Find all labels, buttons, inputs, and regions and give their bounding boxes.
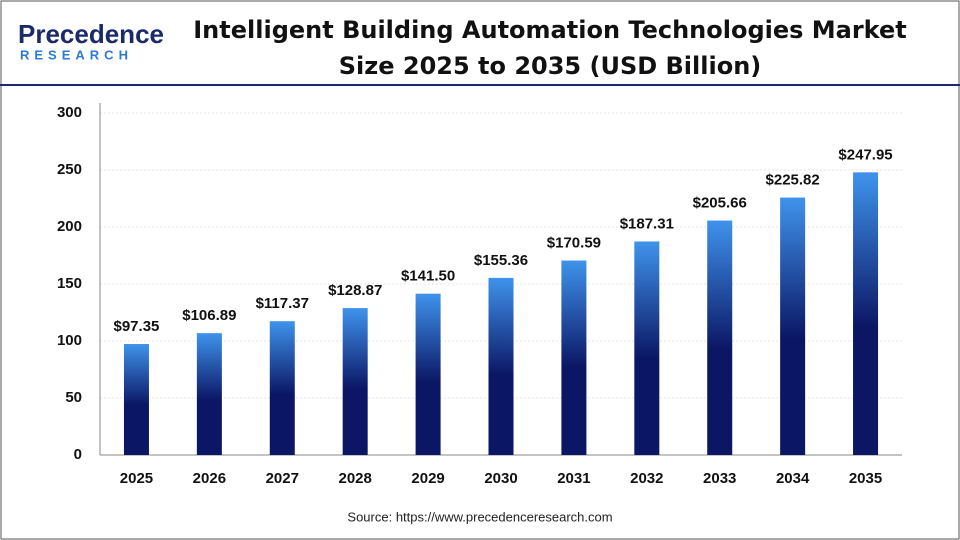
bar (488, 277, 514, 455)
source: Source: https://www.precedenceresearch.c… (347, 509, 612, 524)
bar (634, 241, 660, 455)
y-tick-label: 0 (74, 446, 82, 463)
x-tick-label: 2034 (776, 470, 810, 487)
value-label: $117.37 (256, 295, 309, 312)
chart-title: Intelligent Building Automation Technolo… (193, 16, 907, 80)
logo-name: Precedence (18, 19, 164, 49)
y-tick-label: 150 (57, 275, 82, 292)
value-label: $128.87 (328, 282, 382, 299)
y-tick-label: 250 (57, 161, 82, 178)
value-label: $106.89 (182, 307, 236, 324)
value-label: $247.95 (838, 146, 892, 163)
x-tick-label: 2027 (266, 470, 299, 487)
x-tick-label: 2032 (630, 470, 663, 487)
x-tick-label: 2035 (849, 470, 882, 487)
logo-tagline: RESEARCH (20, 47, 133, 62)
x-tick-label: 2028 (338, 470, 371, 487)
x-tick-label: 2030 (484, 470, 517, 487)
y-tick-label: 50 (65, 389, 82, 406)
x-tick-label: 2031 (557, 470, 590, 487)
bar (780, 197, 806, 456)
value-label: $205.66 (693, 195, 747, 212)
bar (342, 308, 368, 455)
value-label: $155.36 (474, 252, 528, 269)
value-label: $187.31 (620, 215, 674, 232)
x-tick-label: 2026 (193, 470, 226, 487)
x-tick-label: 2033 (703, 470, 736, 487)
bar (561, 260, 587, 455)
bar (707, 220, 733, 455)
y-tick-label: 300 (57, 104, 82, 121)
x-tick-label: 2029 (411, 470, 444, 487)
y-tick-label: 200 (57, 218, 82, 235)
x-tick-label: 2025 (120, 470, 153, 487)
value-label: $141.50 (401, 268, 455, 285)
bar (123, 344, 149, 455)
bar (415, 293, 441, 455)
bar (853, 172, 879, 455)
value-label: $170.59 (547, 234, 601, 251)
bar (196, 333, 222, 455)
value-label: $225.82 (766, 172, 820, 189)
bar (269, 321, 295, 455)
value-label: $97.35 (114, 318, 160, 335)
y-tick-label: 100 (57, 332, 82, 349)
